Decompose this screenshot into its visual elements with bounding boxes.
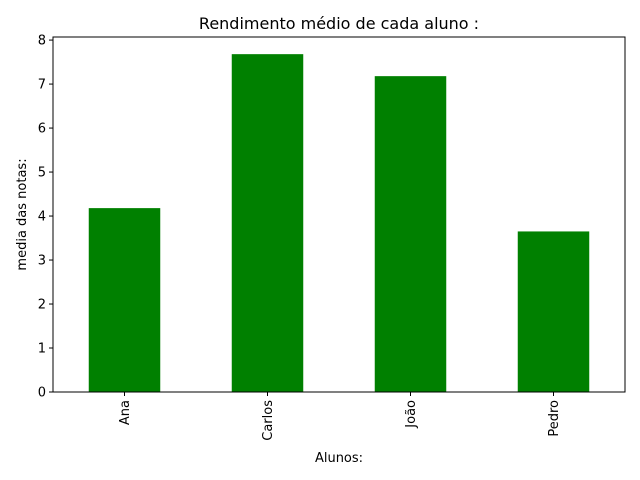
y-tick-label: 1 (38, 342, 46, 357)
y-tick-label: 0 (38, 386, 46, 401)
chart-title: Rendimento médio de cada aluno : (199, 14, 479, 33)
x-axis-label: Alunos: (315, 451, 363, 466)
bar-series (88, 54, 590, 393)
y-tick-label: 4 (38, 210, 46, 225)
x-tick-label: Carlos (261, 400, 276, 441)
x-tick-label: Ana (118, 400, 133, 425)
y-tick-label: 2 (38, 298, 46, 313)
plot-frame (52, 36, 626, 393)
y-tick-label: 5 (38, 166, 46, 181)
y-tick-label: 6 (38, 122, 46, 137)
bar-pedro (517, 231, 590, 392)
x-axis-ticks: Ana Carlos João Pedro (118, 392, 562, 441)
bar-carlos (231, 54, 304, 392)
y-tick-label: 8 (38, 34, 46, 49)
x-tick-label: Pedro (547, 400, 562, 437)
x-tick-label: João (404, 400, 419, 429)
y-tick-label: 3 (38, 254, 46, 269)
y-axis-label: media das notas: (15, 158, 30, 270)
bar-joão (374, 76, 447, 393)
y-axis-ticks: 0 1 2 3 4 5 6 7 8 (38, 34, 53, 401)
bar-ana (88, 208, 161, 392)
y-tick-label: 7 (38, 78, 46, 93)
